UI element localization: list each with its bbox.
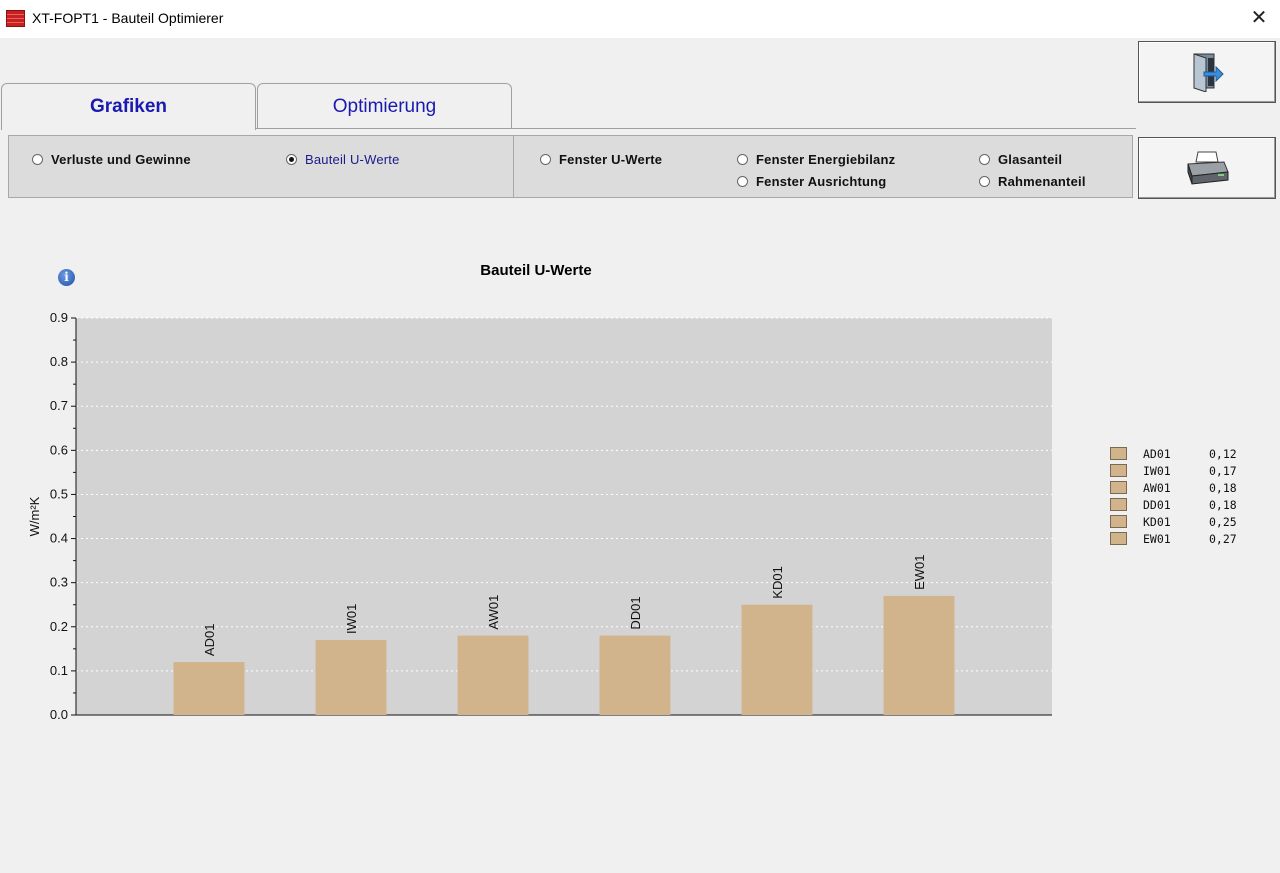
window-title: XT-FOPT1 - Bauteil Optimierer [32, 10, 224, 26]
radio-label: Fenster Energiebilanz [756, 152, 896, 167]
legend-value: 0,27 [1209, 532, 1237, 546]
legend-name: AW01 [1143, 481, 1171, 495]
tab-optimierung[interactable]: Optimierung [257, 83, 512, 129]
legend-swatch [1110, 464, 1127, 477]
y-tick-label: 0.2 [50, 619, 68, 634]
legend-swatch [1110, 447, 1127, 460]
printer-icon [1187, 151, 1229, 185]
bar-iw01 [315, 640, 387, 715]
bar-ew01 [883, 595, 955, 715]
tab-grafiken[interactable]: Grafiken [1, 83, 256, 130]
legend-value: 0,17 [1209, 464, 1237, 478]
legend-swatch [1110, 515, 1127, 528]
exit-button[interactable] [1138, 41, 1276, 103]
title-bar: XT-FOPT1 - Bauteil Optimierer ✕ [0, 0, 1280, 38]
bar-label-ad01: AD01 [202, 624, 217, 657]
radio-rahmenanteil[interactable]: Rahmenanteil [979, 174, 1086, 189]
bar-label-kd01: KD01 [770, 566, 785, 599]
bar-ad01 [173, 662, 245, 715]
legend-value: 0,18 [1209, 481, 1237, 495]
radio-bauteil-u-werte[interactable]: Bauteil U-Werte [286, 152, 400, 167]
y-tick-label: 0.0 [50, 707, 68, 722]
chart-title: Bauteil U-Werte [480, 262, 592, 279]
legend-swatch [1110, 498, 1127, 511]
legend-name: DD01 [1143, 498, 1171, 512]
radio-label: Glasanteil [998, 152, 1063, 167]
chart-type-radio-panel: Verluste und Gewinne Bauteil U-Werte Fen… [8, 135, 1133, 198]
legend-value: 0,25 [1209, 515, 1237, 529]
radio-label: Fenster U-Werte [559, 152, 663, 167]
radio-label: Verluste und Gewinne [51, 152, 191, 167]
legend-name: IW01 [1143, 464, 1171, 478]
radio-dot [540, 154, 551, 165]
radio-dot [979, 154, 990, 165]
legend-name: KD01 [1143, 515, 1171, 529]
radio-label: Bauteil U-Werte [305, 152, 400, 167]
legend-value: 0,18 [1209, 498, 1237, 512]
y-axis-label: W/m²K [27, 496, 42, 536]
y-tick-label: 0.4 [50, 531, 68, 546]
legend-swatch [1110, 532, 1127, 545]
y-tick-label: 0.8 [50, 354, 68, 369]
y-tick-label: 0.9 [50, 310, 68, 325]
radio-fenster-energiebilanz[interactable]: Fenster Energiebilanz [737, 152, 895, 167]
bar-chart: 0.0 0.1 0.2 0.3 0.4 0.5 0.6 0.7 0.8 0.9 W/m²K AD01 I… [27, 310, 1052, 722]
bar-label-dd01: DD01 [628, 596, 643, 629]
bar-dd01 [599, 635, 671, 715]
y-tick-label: 0.7 [50, 398, 68, 413]
y-tick-label: 0.1 [50, 663, 68, 678]
radio-dot [32, 154, 43, 165]
legend-name: EW01 [1143, 532, 1171, 546]
close-button[interactable]: ✕ [1250, 7, 1268, 29]
radio-dot [286, 154, 297, 165]
radio-fenster-u-werte[interactable]: Fenster U-Werte [540, 152, 662, 167]
print-button[interactable] [1138, 137, 1276, 199]
legend-swatch [1110, 481, 1127, 494]
radio-fenster-ausrichtung[interactable]: Fenster Ausrichtung [737, 174, 886, 189]
bar-label-iw01: IW01 [344, 604, 359, 634]
bar-label-ew01: EW01 [912, 554, 927, 589]
radio-glasanteil[interactable]: Glasanteil [979, 152, 1062, 167]
y-tick-label: 0.3 [50, 575, 68, 590]
radio-label: Fenster Ausrichtung [756, 174, 887, 189]
radio-dot [979, 176, 990, 187]
panel-divider [513, 136, 514, 197]
bar-aw01 [457, 635, 529, 715]
app-brick-icon [6, 10, 25, 27]
exit-door-icon [1193, 53, 1224, 92]
radio-dot [737, 154, 748, 165]
radio-verluste-und-gewinne[interactable]: Verluste und Gewinne [32, 152, 191, 167]
radio-dot [737, 176, 748, 187]
info-icon[interactable]: i [58, 269, 75, 286]
y-tick-label: 0.6 [50, 442, 68, 457]
radio-label: Rahmenanteil [998, 174, 1086, 189]
tab-divider [256, 128, 1136, 129]
bar-label-aw01: AW01 [486, 595, 501, 630]
bar-kd01 [741, 604, 813, 715]
legend-name: AD01 [1143, 447, 1171, 461]
legend-value: 0,12 [1209, 447, 1237, 461]
y-tick-label: 0.5 [50, 486, 68, 501]
